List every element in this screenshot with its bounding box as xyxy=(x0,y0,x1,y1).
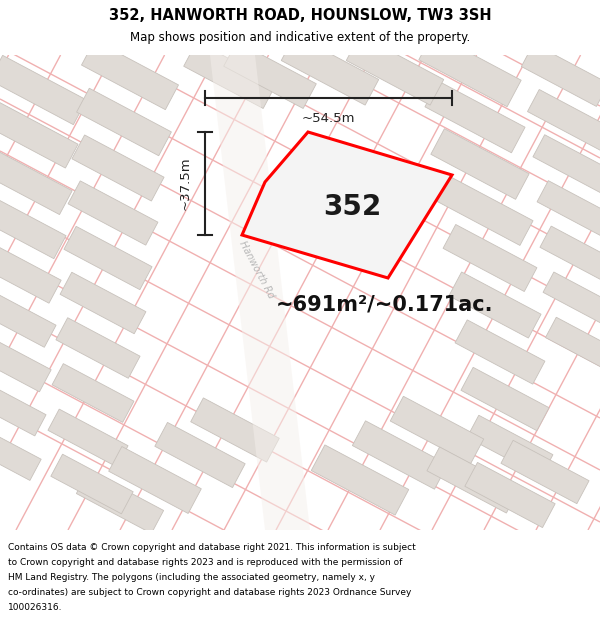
Polygon shape xyxy=(537,181,600,239)
Polygon shape xyxy=(455,320,545,384)
Polygon shape xyxy=(0,241,61,303)
Text: ~54.5m: ~54.5m xyxy=(302,111,355,124)
Text: to Crown copyright and database rights 2023 and is reproduced with the permissio: to Crown copyright and database rights 2… xyxy=(8,558,403,567)
Text: 352, HANWORTH ROAD, HOUNSLOW, TW3 3SH: 352, HANWORTH ROAD, HOUNSLOW, TW3 3SH xyxy=(109,8,491,22)
Text: Hanworth Rd: Hanworth Rd xyxy=(238,239,277,301)
Polygon shape xyxy=(427,447,519,513)
Polygon shape xyxy=(431,129,529,199)
Polygon shape xyxy=(242,132,452,278)
Polygon shape xyxy=(0,287,56,348)
Polygon shape xyxy=(76,471,164,533)
Polygon shape xyxy=(425,81,525,152)
Polygon shape xyxy=(443,224,537,291)
Polygon shape xyxy=(48,409,128,467)
Polygon shape xyxy=(390,396,484,464)
Polygon shape xyxy=(0,102,78,168)
Polygon shape xyxy=(0,149,72,214)
Text: Contains OS data © Crown copyright and database right 2021. This information is : Contains OS data © Crown copyright and d… xyxy=(8,543,416,552)
Polygon shape xyxy=(60,272,146,334)
Polygon shape xyxy=(461,368,549,431)
Polygon shape xyxy=(224,41,316,109)
Polygon shape xyxy=(82,41,179,109)
Polygon shape xyxy=(0,332,51,392)
Polygon shape xyxy=(437,177,533,246)
Polygon shape xyxy=(56,318,140,378)
Polygon shape xyxy=(419,33,521,107)
Polygon shape xyxy=(109,446,202,514)
Polygon shape xyxy=(64,226,152,289)
Polygon shape xyxy=(465,462,555,528)
Polygon shape xyxy=(0,196,66,259)
Polygon shape xyxy=(210,55,310,530)
Polygon shape xyxy=(155,422,245,488)
Polygon shape xyxy=(543,272,600,328)
Polygon shape xyxy=(540,226,600,284)
Polygon shape xyxy=(0,424,41,481)
Polygon shape xyxy=(51,454,133,514)
Polygon shape xyxy=(191,398,280,462)
Text: 100026316.: 100026316. xyxy=(8,603,62,612)
Polygon shape xyxy=(545,318,600,372)
Polygon shape xyxy=(0,56,86,124)
Polygon shape xyxy=(52,364,134,423)
Text: ~691m²/~0.171ac.: ~691m²/~0.171ac. xyxy=(276,295,494,315)
Polygon shape xyxy=(0,378,46,436)
Polygon shape xyxy=(184,41,277,109)
Polygon shape xyxy=(346,35,444,105)
Polygon shape xyxy=(72,135,164,201)
Polygon shape xyxy=(311,445,409,515)
Text: co-ordinates) are subject to Crown copyright and database rights 2023 Ordnance S: co-ordinates) are subject to Crown copyr… xyxy=(8,588,412,597)
Text: 352: 352 xyxy=(323,193,381,221)
Polygon shape xyxy=(533,135,600,195)
Polygon shape xyxy=(467,415,553,477)
Polygon shape xyxy=(527,89,600,151)
Polygon shape xyxy=(68,181,158,245)
Polygon shape xyxy=(281,35,379,105)
Polygon shape xyxy=(352,421,448,489)
Polygon shape xyxy=(501,441,589,504)
Polygon shape xyxy=(77,88,172,156)
Polygon shape xyxy=(521,44,600,106)
Text: HM Land Registry. The polygons (including the associated geometry, namely x, y: HM Land Registry. The polygons (includin… xyxy=(8,573,375,582)
Text: Map shows position and indicative extent of the property.: Map shows position and indicative extent… xyxy=(130,31,470,44)
Polygon shape xyxy=(449,272,541,338)
Text: ~37.5m: ~37.5m xyxy=(179,157,191,210)
